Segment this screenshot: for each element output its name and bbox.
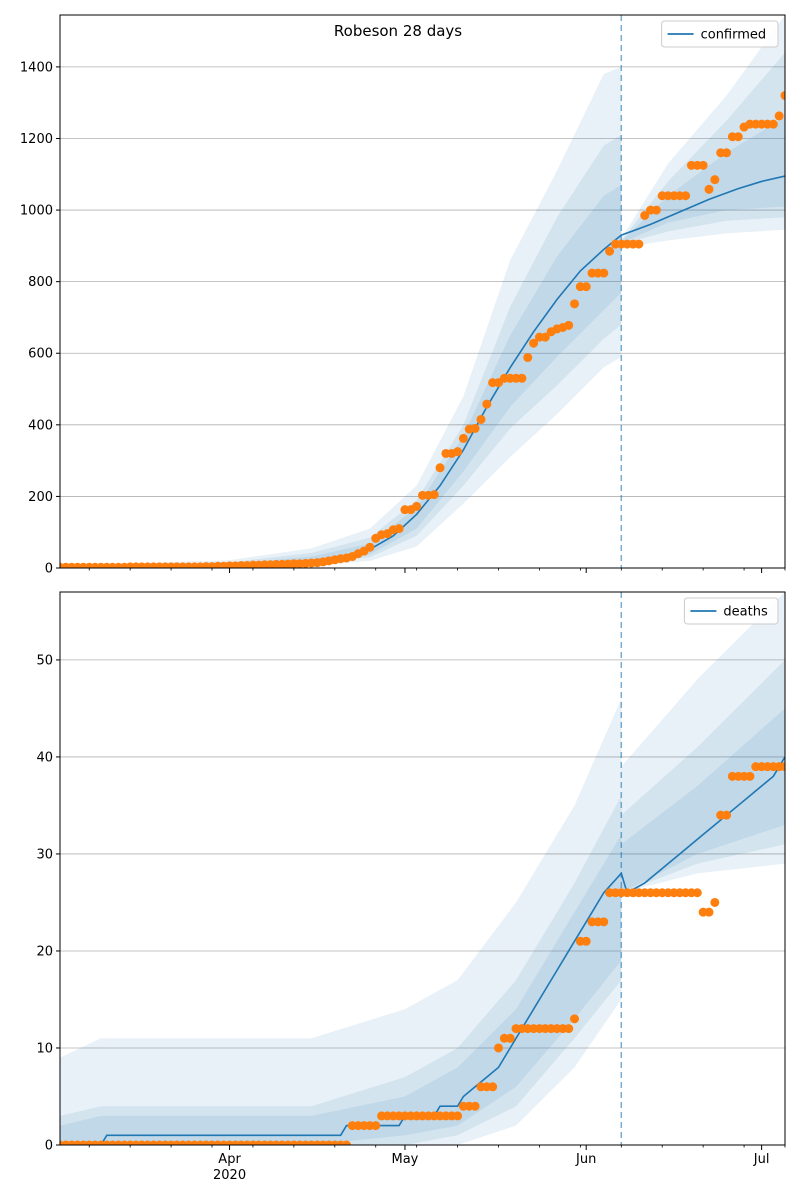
axes-frame <box>59 591 786 1146</box>
confirmed-panel: 0 200 400 600 800 1000 1200 1400 confirmed <box>20 14 786 577</box>
observed-point <box>692 888 702 898</box>
y-tick-label: 200 <box>28 490 53 505</box>
observed-point <box>774 111 784 121</box>
legend-box <box>661 20 779 48</box>
observed-point <box>523 353 533 363</box>
chart-title: Robeson 28 days <box>334 22 462 40</box>
observed-point <box>470 1101 480 1111</box>
observed-point <box>517 373 527 383</box>
observed-point <box>651 205 661 215</box>
y-tick-label: 1400 <box>20 60 53 75</box>
observed-point <box>564 320 574 330</box>
y-tick-label: 0 <box>45 1139 53 1154</box>
observed-point <box>768 119 778 129</box>
observed-point <box>458 433 468 443</box>
observed-point <box>599 917 609 927</box>
uncertainty-band-2 <box>60 117 785 568</box>
y-tick-label: 600 <box>28 347 53 362</box>
observed-point <box>780 91 785 101</box>
observed-point <box>540 332 550 342</box>
uncertainty-band-0 <box>60 592 785 1145</box>
observed-point <box>634 239 644 249</box>
observed-point <box>476 414 486 424</box>
y-tick-label: 800 <box>28 275 53 290</box>
observed-point <box>710 897 720 907</box>
legend: deaths <box>683 597 779 625</box>
observed-point <box>710 175 720 185</box>
axes-frame <box>59 14 786 569</box>
observed-point <box>570 1014 580 1024</box>
x-tick-sublabel: 2020 <box>213 1168 246 1183</box>
observed-point <box>488 1082 498 1092</box>
observed-point <box>581 282 591 292</box>
observed-point <box>564 1024 574 1034</box>
observed-point <box>581 936 591 946</box>
observed-point <box>704 184 714 194</box>
observed-point <box>599 268 609 278</box>
observed-point <box>722 810 732 820</box>
observed-point <box>605 246 615 256</box>
x-tick-label: Jun <box>575 1152 596 1167</box>
observed-point <box>429 490 439 500</box>
legend-box <box>683 597 779 625</box>
y-tick-label: 10 <box>36 1041 53 1056</box>
observed-point <box>704 907 714 917</box>
x-tick-label: Jul <box>753 1152 770 1167</box>
legend-label: deaths <box>723 605 768 620</box>
observed-points <box>60 762 785 1145</box>
observed-point <box>529 338 539 348</box>
observed-point <box>470 423 480 433</box>
y-tick-label: 40 <box>36 750 53 765</box>
observed-point <box>453 1111 463 1121</box>
observed-point <box>733 132 743 142</box>
plot-area <box>60 592 785 1145</box>
y-tick-label: 1000 <box>20 204 53 219</box>
observed-point <box>412 501 422 511</box>
y-tick-label: 20 <box>36 944 53 959</box>
observed-point <box>698 160 708 170</box>
observed-point <box>505 1033 515 1043</box>
observed-point <box>482 399 492 409</box>
observed-point <box>394 524 404 534</box>
observed-point <box>365 542 375 552</box>
uncertainty-band-0 <box>60 15 785 568</box>
observed-point <box>435 463 445 473</box>
y-tick-label: 30 <box>36 847 53 862</box>
x-tick-label: Apr <box>218 1152 241 1167</box>
observed-point <box>681 191 691 201</box>
observed-point <box>453 447 463 457</box>
observed-point <box>371 1121 381 1131</box>
observed-point <box>780 762 785 772</box>
y-tick-label: 50 <box>36 653 53 668</box>
y-tick-label: 400 <box>28 418 53 433</box>
y-tick-label: 1200 <box>20 132 53 147</box>
legend: confirmed <box>661 20 779 48</box>
observed-point <box>341 1140 351 1145</box>
uncertainty-band-1 <box>60 52 785 568</box>
observed-point <box>494 1043 504 1053</box>
observed-point <box>570 299 580 309</box>
observed-points <box>60 91 785 568</box>
plot-area <box>60 15 785 568</box>
observed-point <box>640 210 650 220</box>
x-tick-label: May <box>392 1152 419 1167</box>
observed-point <box>722 148 732 158</box>
legend-label: confirmed <box>701 28 767 43</box>
observed-point <box>745 771 755 781</box>
y-tick-label: 0 <box>45 562 53 577</box>
